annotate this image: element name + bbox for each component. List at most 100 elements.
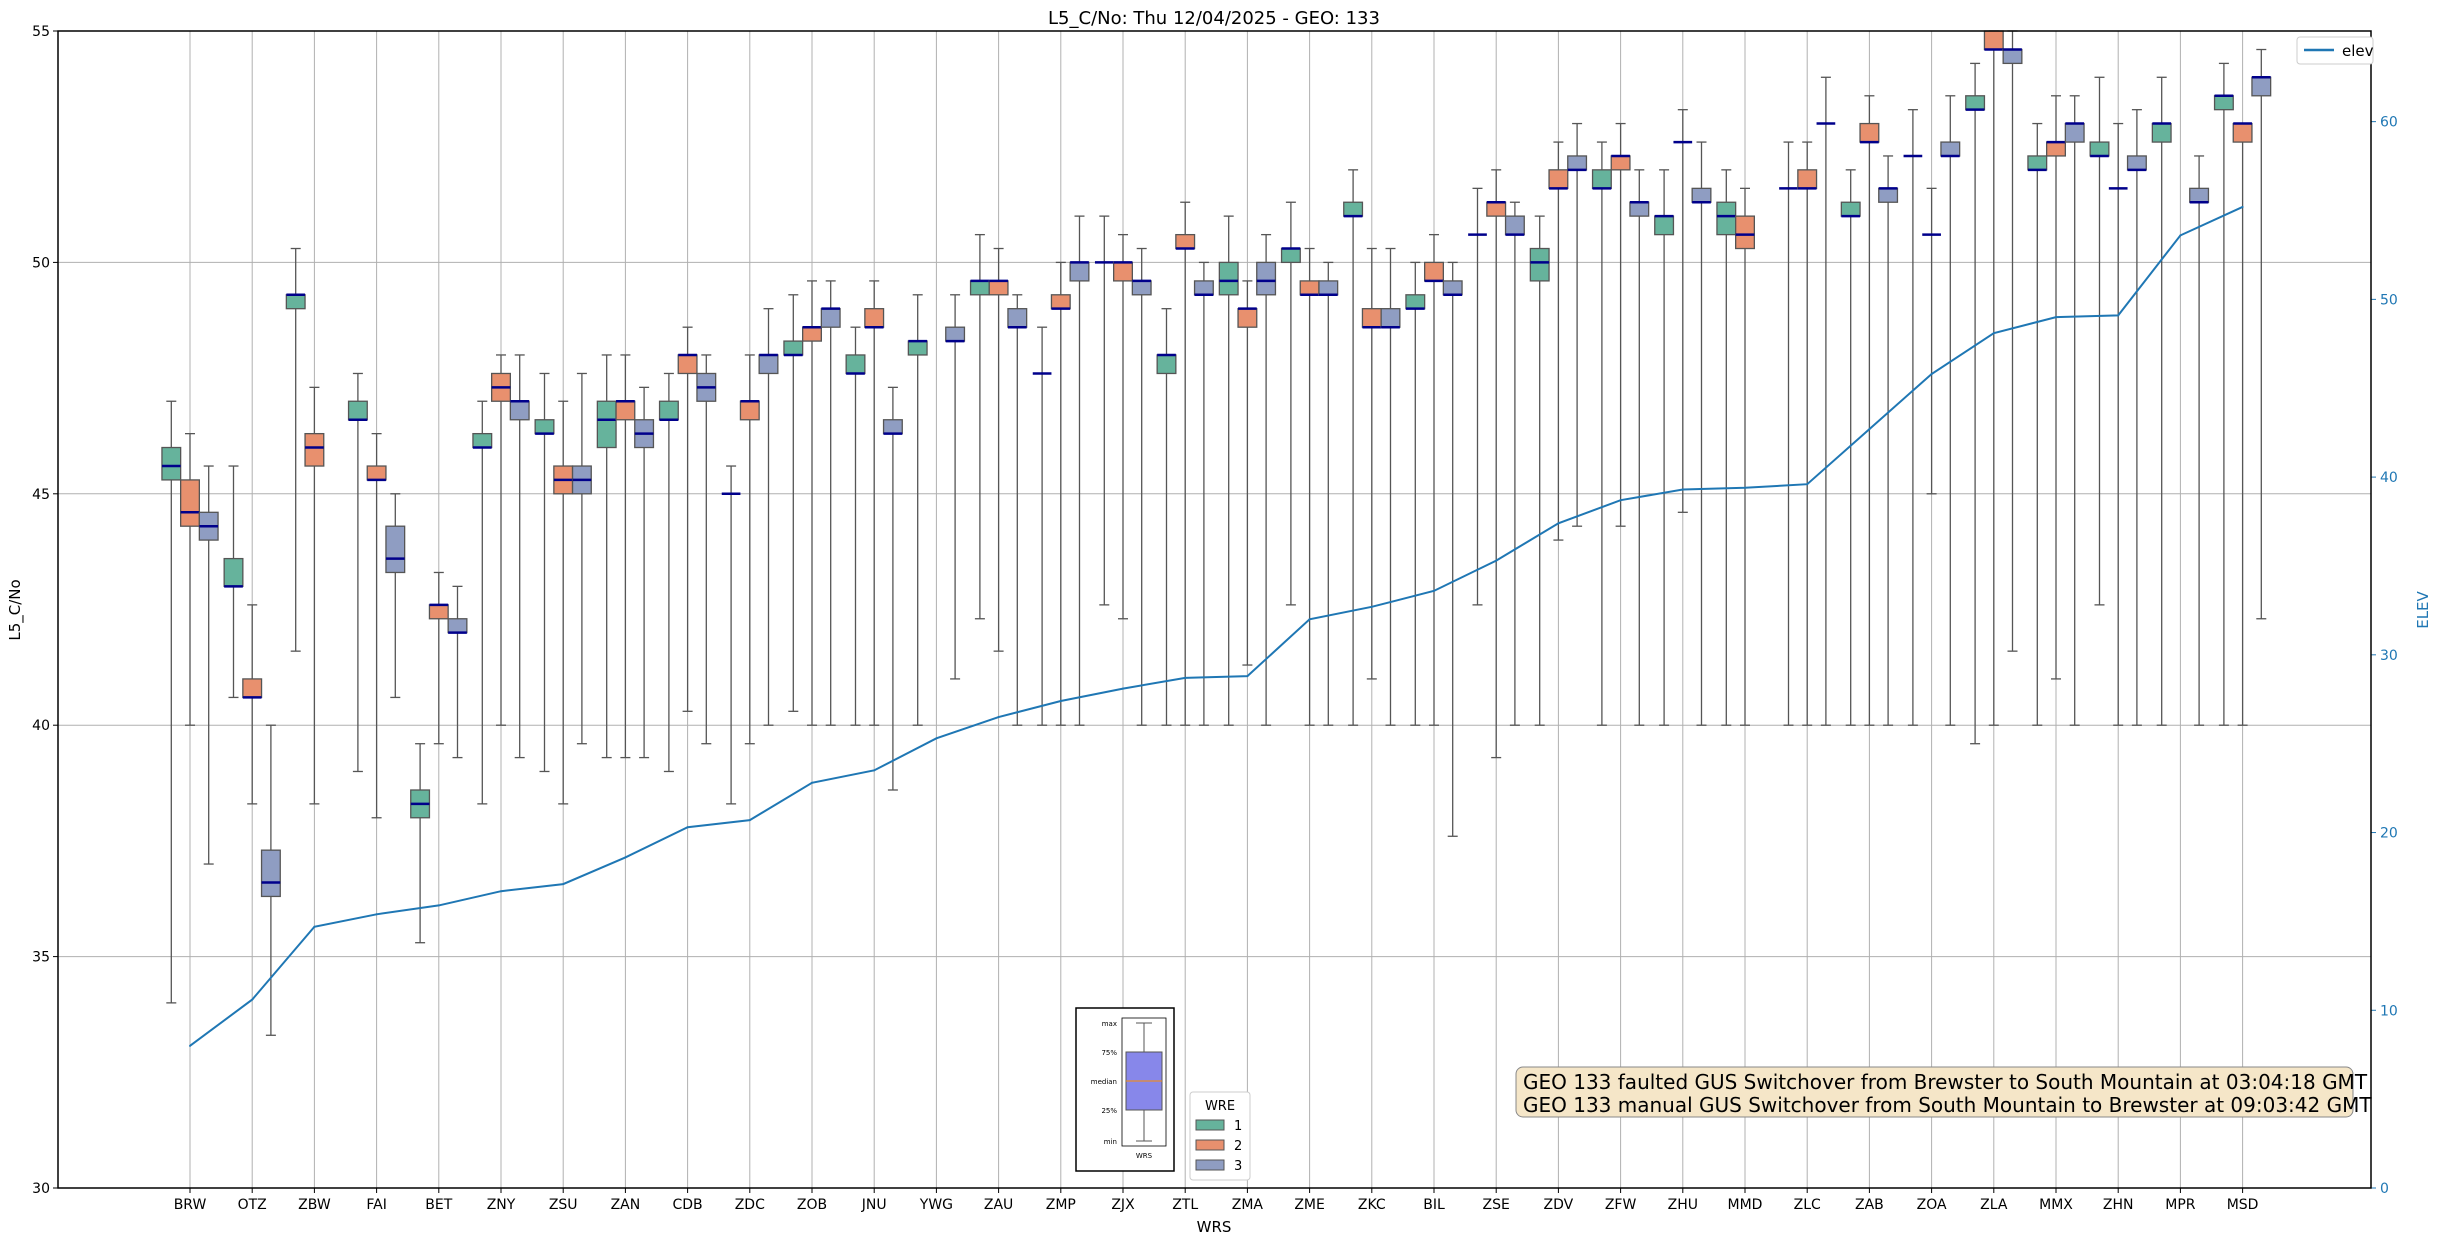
iqr-box: [1965, 95, 1986, 111]
iqr-box: [658, 400, 679, 421]
elev-point-zab: [1868, 428, 1871, 431]
box-zob-wre2: [802, 280, 823, 726]
iqr-box: [1256, 261, 1277, 296]
iqr-box: [596, 400, 617, 449]
iqr-box: [1859, 122, 1880, 143]
elev-point-fai: [375, 913, 378, 916]
box-otz-wre1: [223, 465, 244, 699]
box-jnu-wre1: [845, 326, 866, 726]
y-axis-label: L5_C/No: [6, 579, 25, 640]
x-tick-label-zma: ZMA: [1232, 1197, 1264, 1213]
box-zlc-wre2: [1797, 141, 1818, 726]
box-zab-wre1: [1840, 169, 1861, 726]
iqr-box: [1983, 30, 2004, 51]
box-bil-wre2: [1424, 233, 1445, 726]
wre-legend-swatch-1: [1195, 1119, 1225, 1131]
iqr-box: [1629, 201, 1650, 217]
box-zhu-wre3: [1691, 141, 1712, 726]
box-brw-wre2: [179, 432, 200, 726]
box-zob-wre1: [783, 294, 804, 712]
iqr-box: [1548, 169, 1569, 190]
elev-point-zhn: [2117, 314, 2120, 317]
y-tick-label: 30: [32, 1181, 50, 1197]
y2-axis-label: ELEV: [2414, 590, 2432, 628]
iqr-box: [1797, 169, 1818, 190]
iqr-box: [260, 849, 281, 898]
iqr-box: [1654, 215, 1675, 236]
key-xlabel: WRS: [1136, 1152, 1153, 1160]
x-tick-label-zob: ZOB: [797, 1197, 827, 1213]
iqr-box: [347, 400, 368, 421]
iqr-box: [945, 326, 966, 342]
box-zny-wre1: [472, 400, 493, 805]
x-tick-label-zmp: ZMP: [1046, 1197, 1076, 1213]
iqr-box: [366, 465, 387, 481]
plot-frame: [57, 30, 2372, 1189]
iqr-box: [802, 326, 823, 342]
box-msd-wre2: [2232, 122, 2253, 726]
y2-tick-label: 0: [2380, 1181, 2389, 1197]
iqr-box: [179, 479, 200, 527]
iqr-box: [1318, 280, 1339, 296]
box-zhu-wre2: [1673, 109, 1693, 513]
x-tick-label-zny: ZNY: [487, 1197, 516, 1213]
box-zse-wre3: [1504, 201, 1525, 726]
box-zma-wre1: [1218, 215, 1239, 726]
iqr-box: [1156, 354, 1177, 375]
box-msd-wre3: [2251, 48, 2272, 620]
iqr-box: [1716, 201, 1737, 236]
box-ztl-wre1: [1156, 308, 1177, 726]
elev-point-bet: [437, 904, 440, 907]
box-mmx-wre1: [2027, 122, 2048, 726]
box-otz-wre2: [242, 604, 263, 805]
elev-point-zan: [624, 856, 627, 859]
elev-point-zme: [1308, 618, 1311, 621]
x-tick-label-zlc: ZLC: [1794, 1197, 1821, 1213]
key-label-max: max: [1102, 1020, 1117, 1028]
box-zau-wre3: [1007, 294, 1028, 726]
wre-legend-label-3: 3: [1234, 1159, 1242, 1174]
box-zhn-wre3: [2126, 109, 2147, 726]
iqr-box: [1050, 294, 1071, 310]
elev-point-mmd: [1744, 486, 1746, 489]
box-zkc-wre3: [1380, 247, 1401, 726]
iqr-box: [1735, 215, 1756, 250]
iqr-box: [1280, 247, 1301, 264]
elev-point-cdb: [686, 826, 689, 829]
elev-point-zsu: [562, 883, 565, 886]
box-ywg-wre1: [907, 294, 928, 726]
box-zmp-wre2: [1050, 261, 1071, 726]
y2-tick-label: 50: [2380, 292, 2398, 308]
iqr-box: [1591, 169, 1612, 190]
wre-legend-swatch-2: [1195, 1139, 1225, 1151]
iqr-box: [509, 400, 530, 421]
annotation-line-1: GEO 133 faulted GUS Switchover from Brew…: [1523, 1070, 2368, 1094]
x-tick-label-zhn: ZHN: [2103, 1197, 2134, 1213]
box-zoa-wre1: [1903, 109, 1923, 726]
box-brw-wre3: [198, 465, 219, 865]
elev-point-mmx: [2055, 316, 2057, 319]
x-tick-label-zjx: ZJX: [1111, 1197, 1135, 1213]
annotation-box: [1515, 1066, 2354, 1118]
y-axis-right: 0 10 20 30 40 50 60: [2371, 115, 2398, 1197]
iqr-box: [1405, 294, 1426, 310]
box-bil-wre3: [1442, 261, 1463, 837]
iqr-box: [385, 525, 406, 574]
box-zdv-wre1: [1529, 215, 1550, 726]
iqr-box: [2002, 48, 2023, 65]
y2-tick-label: 60: [2380, 115, 2398, 131]
elev-legend-label: elev: [2342, 42, 2374, 60]
iqr-box: [615, 400, 636, 421]
box-zsu-wre3: [571, 372, 592, 745]
elev-point-zkc: [1370, 605, 1373, 608]
box-mmx-wre3: [2064, 95, 2085, 726]
iqr-box: [242, 678, 263, 699]
x-tick-label-zhu: ZHU: [1668, 1197, 1698, 1213]
chart-title: L5_C/No: Thu 12/04/2025 - GEO: 133: [1048, 8, 1380, 29]
box-otz-wre3: [260, 724, 281, 1036]
box-ywg-wre3: [945, 294, 966, 680]
box-zan-wre3: [634, 386, 655, 759]
elev-point-zbw: [313, 925, 316, 928]
x-tick-label-zau: ZAU: [984, 1197, 1013, 1213]
box-zdc-wre2: [739, 354, 760, 745]
